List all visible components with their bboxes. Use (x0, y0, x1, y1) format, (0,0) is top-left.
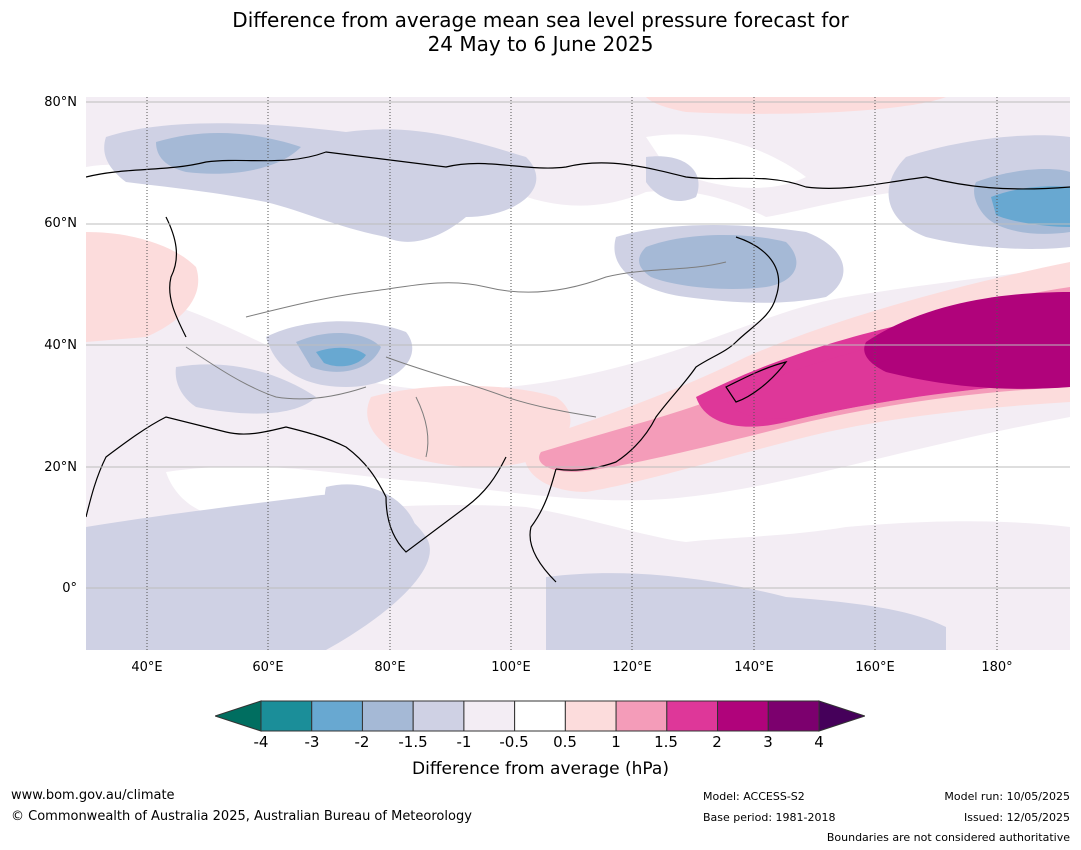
title-line-2: 24 May to 6 June 2025 (427, 32, 654, 56)
model-name: Model: ACCESS-S2 (703, 790, 805, 803)
website-link[interactable]: www.bom.gov.au/climate (11, 788, 175, 803)
positive-anomaly-regions (86, 97, 1070, 492)
negative-anomaly-regions (86, 123, 1070, 650)
colorbar-tick: -1 (456, 733, 472, 751)
copyright-text: © Commonwealth of Australia 2025, Austra… (11, 809, 472, 824)
pressure-anomaly-map (86, 97, 1070, 650)
colorbar-tick: -4 (253, 733, 269, 751)
lon-label-120e: 120°E (612, 660, 652, 675)
lon-label-140e: 140°E (734, 660, 774, 675)
colorbar-segment (361, 700, 414, 732)
colorbar-segment (260, 700, 313, 732)
colorbar-segment (463, 700, 516, 732)
colorbar-svg (213, 700, 867, 732)
colorbar-tick: 0.5 (553, 733, 577, 751)
lat-label-40n: 40°N (44, 338, 77, 353)
colorbar-segment (666, 700, 719, 732)
lat-label-60n: 60°N (44, 216, 77, 231)
country-borders (185, 261, 727, 458)
base-period: Base period: 1981-2018 (703, 811, 836, 824)
coastlines (86, 151, 1070, 583)
colorbar-segment (311, 700, 363, 732)
map-svg (86, 97, 1070, 650)
colorbar-under-extension (213, 700, 262, 732)
colorbar (213, 700, 867, 732)
colorbar-tick: 3 (763, 733, 773, 751)
lon-label-80e: 80°E (374, 660, 406, 675)
boundaries-disclaimer: Boundaries are not considered authoritat… (826, 831, 1070, 844)
chart-title: Difference from average mean sea level p… (0, 8, 1081, 56)
lon-label-100e: 100°E (491, 660, 531, 675)
colorbar-label: Difference from average (hPa) (412, 759, 669, 779)
colorbar-segment (564, 700, 617, 732)
colorbar-tick: 4 (814, 733, 824, 751)
lat-label-80n: 80°N (44, 95, 77, 110)
colorbar-segment (412, 700, 465, 732)
colorbar-segment (767, 700, 820, 732)
colorbar-segment (514, 700, 566, 732)
colorbar-segment (615, 700, 668, 732)
colorbar-tick: -0.5 (499, 733, 529, 751)
issued-date: Issued: 12/05/2025 (963, 811, 1070, 824)
model-run-date: Model run: 10/05/2025 (944, 790, 1070, 803)
colorbar-tick: 2 (712, 733, 722, 751)
title-line-1: Difference from average mean sea level p… (232, 8, 849, 32)
lon-label-60e: 60°E (252, 660, 284, 675)
colorbar-tick: -3 (304, 733, 320, 751)
graticule (86, 97, 1070, 650)
lat-label-20n: 20°N (44, 460, 77, 475)
colorbar-tick: 1 (611, 733, 621, 751)
lon-label-40e: 40°E (131, 660, 163, 675)
colorbar-tick: -1.5 (398, 733, 428, 751)
lon-label-160e: 160°E (855, 660, 895, 675)
colorbar-tick: -2 (354, 733, 370, 751)
colorbar-tick: 1.5 (654, 733, 678, 751)
colorbar-over-extension (818, 700, 867, 732)
lat-label-0: 0° (62, 581, 77, 596)
colorbar-segment (717, 700, 769, 732)
lon-label-180: 180° (981, 660, 1013, 675)
